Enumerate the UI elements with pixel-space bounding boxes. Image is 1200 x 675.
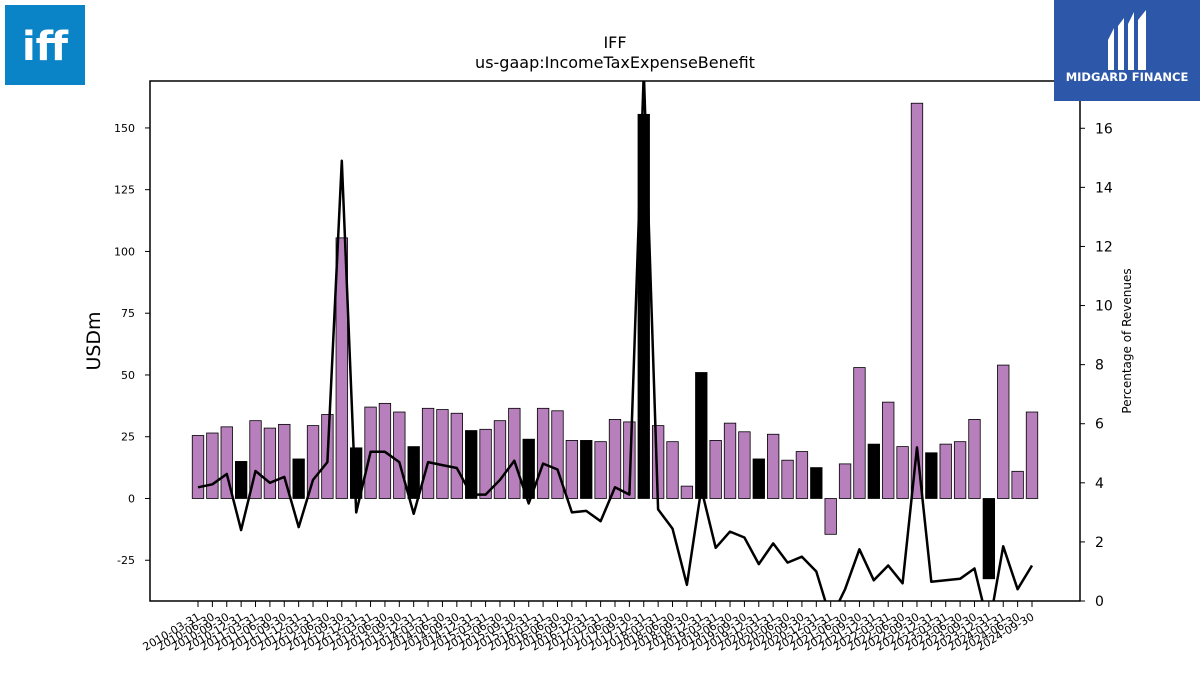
bar [479,428,492,499]
bar [393,411,406,499]
bar [695,372,708,499]
bar [1025,411,1039,499]
bar [206,432,219,499]
y2-tick-label: 0 [1095,594,1104,610]
y-tick-label: 150 [114,122,135,135]
bar [191,435,205,499]
bar [982,498,996,580]
bar [925,452,938,499]
bar [278,423,291,499]
y-tick-label: 25 [121,431,135,444]
bar [752,458,765,499]
chart-title: IFF [603,33,626,52]
y-tick-label: -25 [117,554,135,567]
bar [723,422,737,499]
bar [263,427,277,499]
bar [436,409,449,499]
bar [896,446,909,499]
y2-tick-label: 6 [1095,417,1104,433]
midgard-mark-icon [1108,10,1146,70]
iff-logo-text: iff [22,24,69,70]
bar [335,237,348,499]
bar [536,407,550,499]
percentage-line-series [197,81,1034,601]
bar [666,441,679,499]
y2-tick-label: 8 [1095,358,1104,374]
y-tick-label: 50 [121,369,135,382]
bar [709,440,722,499]
bar [795,451,809,499]
midgard-logo-background [1054,0,1200,101]
bar [680,485,694,499]
y2-tick-label: 2 [1095,535,1104,551]
bar [997,364,1010,499]
bar [421,407,435,499]
bar [580,440,593,499]
bar [939,443,952,499]
bar [810,467,823,499]
bar [637,113,650,499]
bar [565,440,579,499]
bar [853,367,866,499]
y-tick-label: 75 [121,307,135,320]
bar [407,446,420,499]
bar [234,461,248,499]
left-axis-ticks: -25 0 25 50 75 100 125 150 [114,122,150,567]
iff-logo: iff [5,5,85,85]
bar [738,431,751,499]
bar [249,420,262,499]
bar [838,463,852,499]
midgard-logo-text: MIDGARD FINANCE [1065,70,1189,84]
y2-tick-label: 16 [1095,121,1113,137]
y2-axis-label: Percentage of Revenues [1120,268,1134,413]
bar [882,401,895,499]
y2-tick-label: 4 [1095,476,1104,492]
y2-tick-label: 14 [1095,180,1113,196]
bar [867,443,880,499]
bar [824,498,837,535]
y-tick-label: 100 [114,245,135,258]
bar [594,441,607,499]
bar [450,412,463,499]
bar [551,410,564,499]
right-axis-ticks: 0 2 4 6 8 10 12 14 16 [1080,121,1113,610]
bar [306,425,320,499]
bar [767,433,780,499]
bar [220,426,233,499]
bar [608,419,622,499]
y-axis-label: USDm [83,311,105,370]
percentage-line [197,81,1034,601]
bar [953,441,967,499]
bar [522,438,535,499]
bar [292,458,305,499]
chart-subtitle: us-gaap:IncomeTaxExpenseBenefit [475,53,755,72]
x-axis-ticks: 2010-03-312010-06-302010-09-302010-12-31… [141,601,1037,654]
bar [465,430,478,499]
y2-tick-label: 12 [1095,239,1113,255]
y2-tick-label: 10 [1095,299,1113,315]
midgard-finance-logo: MIDGARD FINANCE [1054,0,1200,101]
y-tick-label: 0 [128,492,135,505]
bar [493,420,507,499]
bar [1011,470,1024,499]
iff-logo-background [5,5,85,85]
y-tick-label: 125 [114,184,135,197]
plot-frame [149,80,1081,602]
bar [781,459,794,499]
bar [910,102,924,499]
bar [968,419,981,499]
bar [508,407,521,499]
